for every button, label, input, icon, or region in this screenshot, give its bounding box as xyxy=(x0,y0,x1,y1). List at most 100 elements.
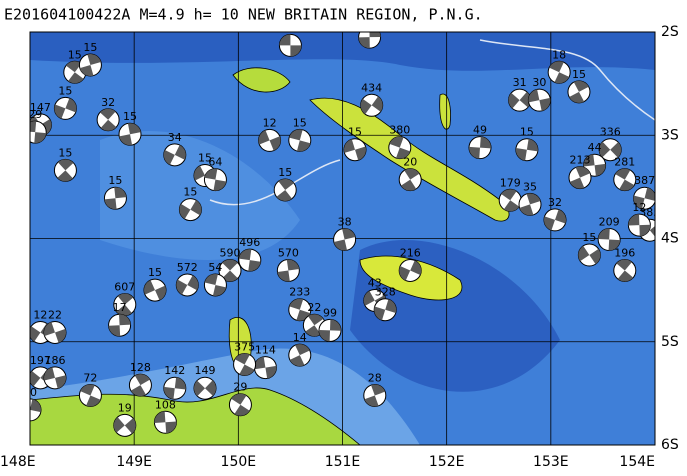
depth-label: 15 xyxy=(58,84,72,97)
depth-label: 34 xyxy=(168,131,182,144)
depth-label: 15 xyxy=(198,152,212,165)
focal-mechanism: 570 xyxy=(276,247,300,283)
focal-mechanism: 209 xyxy=(597,216,621,252)
depth-label: 336 xyxy=(600,126,621,139)
compression-quadrant xyxy=(86,395,101,407)
compression-quadrant xyxy=(290,45,302,57)
focal-mechanism: 11 xyxy=(358,32,382,49)
compression-quadrant xyxy=(305,325,321,337)
compression-quadrant xyxy=(222,270,238,282)
compression-quadrant xyxy=(190,200,202,216)
depth-label: 32 xyxy=(101,96,115,109)
compression-quadrant xyxy=(396,147,411,159)
focal-mechanism: 30 xyxy=(527,76,551,112)
focal-mechanism: 15 xyxy=(143,266,167,302)
depth-label: 22 xyxy=(307,301,321,314)
depth-label: 32 xyxy=(548,196,562,209)
compression-quadrant xyxy=(212,284,227,296)
compression-quadrant xyxy=(617,270,634,282)
lat-label: 3S xyxy=(661,127,679,143)
depth-label: 15 xyxy=(278,166,292,179)
depth-label: 496 xyxy=(239,236,260,249)
focal-mechanism: 15 xyxy=(78,41,102,77)
compression-quadrant xyxy=(134,374,150,386)
compression-quadrant xyxy=(569,91,585,103)
lat-label: 4S xyxy=(661,231,679,247)
compression-quadrant xyxy=(330,319,341,331)
lon-label: 153E xyxy=(533,454,569,470)
compression-quadrant xyxy=(526,193,541,205)
compression-quadrant xyxy=(174,377,186,390)
focal-mechanism: 12 xyxy=(627,201,651,237)
depth-label: 213 xyxy=(570,154,591,167)
compression-quadrant xyxy=(265,365,277,379)
compression-quadrant xyxy=(358,37,370,49)
depth-label: 209 xyxy=(599,216,620,229)
compression-quadrant xyxy=(619,179,635,191)
focal-mechanism: 336 xyxy=(598,126,622,162)
compression-quadrant xyxy=(608,239,621,251)
compression-quadrant xyxy=(163,386,175,400)
compression-quadrant xyxy=(469,146,480,159)
focal-mechanism: 186 xyxy=(43,354,67,390)
lon-label: 149E xyxy=(116,454,152,470)
depth-label: 18 xyxy=(552,48,566,61)
depth-label: 35 xyxy=(523,180,537,193)
depth-label: 142 xyxy=(164,364,185,377)
depth-label: 99 xyxy=(323,306,337,319)
compression-quadrant xyxy=(119,134,133,146)
compression-quadrant xyxy=(204,168,218,180)
depth-label: 147 xyxy=(30,101,51,114)
compression-quadrant xyxy=(628,214,640,226)
focal-mechanism: 15 xyxy=(273,166,297,202)
depth-label: 375 xyxy=(234,340,255,353)
depth-label: 15 xyxy=(83,41,97,54)
depth-label: 15 xyxy=(582,231,596,244)
compression-quadrant xyxy=(239,364,255,376)
focal-mechanism: 44 xyxy=(583,141,607,177)
focal-mechanism: 607 xyxy=(113,281,137,317)
depth-label: 108 xyxy=(155,398,176,411)
depth-label: 387 xyxy=(634,174,655,187)
focal-mechanism: 434 xyxy=(360,81,384,117)
compression-quadrant xyxy=(205,380,216,396)
compression-quadrant xyxy=(40,119,52,135)
depth-label: 20 xyxy=(403,156,417,169)
compression-quadrant xyxy=(234,353,250,365)
focal-mechanism: 17 xyxy=(108,301,132,337)
compression-quadrant xyxy=(333,239,348,251)
focal-mechanism: 20 xyxy=(398,156,422,192)
compression-quadrant xyxy=(555,209,566,224)
compression-quadrant xyxy=(616,259,632,271)
focal-mechanism: 29 xyxy=(228,381,252,417)
compression-quadrant xyxy=(19,408,30,421)
focal-mechanism: 22 xyxy=(43,308,67,344)
depth-label: 19 xyxy=(118,401,132,414)
focal-mechanism: 32 xyxy=(96,96,120,132)
compression-quadrant xyxy=(34,132,47,144)
focal-mechanism: 572 xyxy=(175,261,199,297)
depth-label: 15 xyxy=(572,68,586,81)
compression-quadrant xyxy=(289,298,304,310)
compression-quadrant xyxy=(374,306,386,321)
focal-mechanism: 380 xyxy=(388,124,412,160)
depth-label: 15 xyxy=(58,146,72,159)
compression-quadrant xyxy=(554,72,570,84)
focal-mechanism: 22 xyxy=(302,301,326,337)
lat-label: 5S xyxy=(661,334,679,350)
depth-label: 114 xyxy=(255,344,276,357)
focal-mechanism: 387 xyxy=(633,174,655,210)
focal-mechanism: 233 xyxy=(288,286,312,322)
compression-quadrant xyxy=(44,322,55,337)
compression-quadrant xyxy=(615,168,631,180)
compression-quadrant xyxy=(503,200,520,212)
focal-mechanism: 590 xyxy=(218,247,242,283)
compression-quadrant xyxy=(43,367,55,381)
compression-quadrant xyxy=(165,421,177,434)
compression-quadrant xyxy=(163,150,175,165)
depth-label: 43 xyxy=(368,276,382,289)
depth-label: 15 xyxy=(68,48,82,61)
focal-mechanism: 20 xyxy=(19,386,42,422)
compression-quadrant xyxy=(544,216,555,231)
focal-mechanism: 31 xyxy=(508,76,532,112)
